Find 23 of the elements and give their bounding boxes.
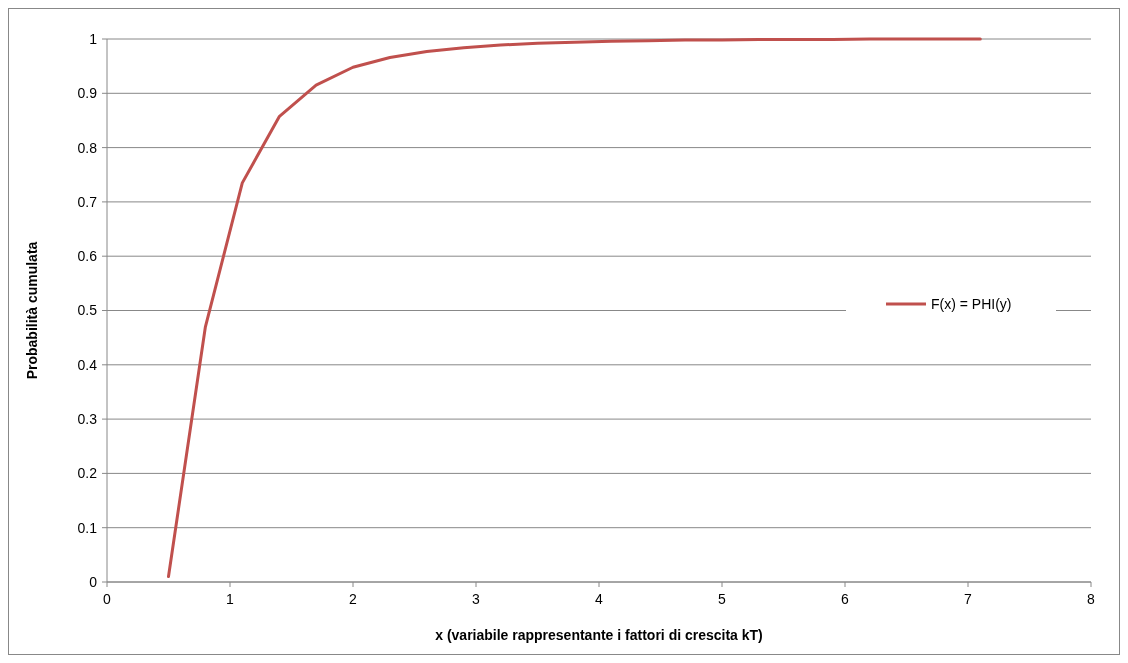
y-tick-label: 1 bbox=[89, 30, 98, 47]
legend-label: F(x) = PHI(y) bbox=[931, 295, 1012, 312]
y-tick-label: 0.6 bbox=[77, 248, 98, 265]
x-tick-label: 2 bbox=[349, 591, 358, 607]
y-tick-label: 0.7 bbox=[77, 193, 98, 210]
y-tick-label: 0 bbox=[89, 573, 98, 590]
x-axis-title: x (variabile rappresentante i fattori di crescita kT) bbox=[435, 627, 763, 643]
x-tick-label: 0 bbox=[103, 591, 112, 607]
x-tick-label: 5 bbox=[718, 591, 727, 607]
x-tick-label: 1 bbox=[226, 591, 235, 607]
x-tick-label: 6 bbox=[841, 591, 850, 607]
y-tick-label: 0.5 bbox=[77, 302, 98, 319]
y-tick-label: 0.2 bbox=[77, 465, 98, 482]
y-tick-label: 0.9 bbox=[77, 85, 98, 102]
x-tick-label: 7 bbox=[964, 591, 973, 607]
x-tick-label: 3 bbox=[472, 591, 481, 607]
y-tick-label: 0.3 bbox=[77, 411, 98, 427]
y-axis-title: Probabilità cumulata bbox=[24, 241, 40, 380]
x-tick-label: 8 bbox=[1087, 591, 1096, 607]
y-tick-label: 0.4 bbox=[77, 356, 98, 373]
x-tick-label: 4 bbox=[595, 591, 604, 607]
y-tick-label: 0.1 bbox=[77, 519, 98, 536]
y-tick-label: 0.8 bbox=[77, 139, 98, 156]
